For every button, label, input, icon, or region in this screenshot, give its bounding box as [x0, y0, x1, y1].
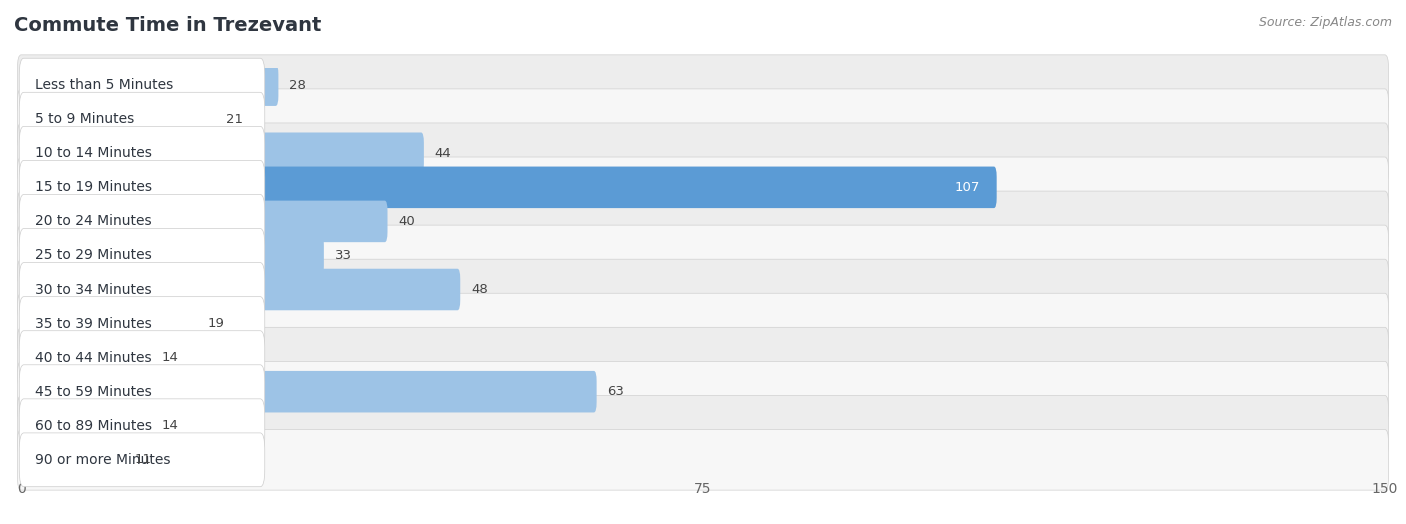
FancyBboxPatch shape	[20, 228, 264, 282]
Text: 40 to 44 Minutes: 40 to 44 Minutes	[35, 351, 152, 365]
Text: 45 to 59 Minutes: 45 to 59 Minutes	[35, 385, 152, 399]
FancyBboxPatch shape	[17, 157, 1389, 217]
FancyBboxPatch shape	[18, 405, 150, 446]
Text: Less than 5 Minutes: Less than 5 Minutes	[35, 78, 173, 92]
FancyBboxPatch shape	[20, 399, 264, 453]
FancyBboxPatch shape	[20, 126, 264, 180]
Text: 10 to 14 Minutes: 10 to 14 Minutes	[35, 146, 152, 160]
Text: 63: 63	[607, 385, 624, 398]
Text: 40: 40	[398, 215, 415, 228]
FancyBboxPatch shape	[17, 225, 1389, 286]
FancyBboxPatch shape	[18, 303, 197, 344]
FancyBboxPatch shape	[18, 201, 388, 242]
Text: 19: 19	[208, 317, 225, 330]
FancyBboxPatch shape	[18, 167, 997, 208]
Text: 15 to 19 Minutes: 15 to 19 Minutes	[35, 180, 152, 194]
Text: 21: 21	[226, 113, 243, 126]
Text: Source: ZipAtlas.com: Source: ZipAtlas.com	[1258, 16, 1392, 29]
FancyBboxPatch shape	[17, 123, 1389, 183]
FancyBboxPatch shape	[17, 259, 1389, 320]
Text: Commute Time in Trezevant: Commute Time in Trezevant	[14, 16, 322, 35]
Text: 107: 107	[955, 181, 980, 194]
Text: 28: 28	[290, 79, 307, 92]
FancyBboxPatch shape	[18, 235, 323, 276]
FancyBboxPatch shape	[20, 160, 264, 214]
Text: 44: 44	[434, 147, 451, 160]
FancyBboxPatch shape	[20, 365, 264, 419]
Text: 14: 14	[162, 419, 179, 432]
Text: 60 to 89 Minutes: 60 to 89 Minutes	[35, 419, 152, 433]
FancyBboxPatch shape	[20, 331, 264, 385]
FancyBboxPatch shape	[17, 396, 1389, 456]
Text: 33: 33	[335, 249, 352, 262]
FancyBboxPatch shape	[20, 433, 264, 487]
FancyBboxPatch shape	[17, 430, 1389, 490]
FancyBboxPatch shape	[17, 293, 1389, 354]
FancyBboxPatch shape	[17, 89, 1389, 149]
FancyBboxPatch shape	[17, 328, 1389, 388]
FancyBboxPatch shape	[20, 92, 264, 146]
FancyBboxPatch shape	[18, 337, 150, 378]
Text: 90 or more Minutes: 90 or more Minutes	[35, 453, 170, 467]
FancyBboxPatch shape	[17, 191, 1389, 252]
FancyBboxPatch shape	[17, 55, 1389, 115]
FancyBboxPatch shape	[18, 64, 278, 106]
FancyBboxPatch shape	[20, 194, 264, 248]
Text: 30 to 34 Minutes: 30 to 34 Minutes	[35, 282, 152, 297]
FancyBboxPatch shape	[18, 99, 215, 140]
FancyBboxPatch shape	[18, 133, 423, 174]
FancyBboxPatch shape	[20, 297, 264, 351]
FancyBboxPatch shape	[17, 362, 1389, 422]
Text: 48: 48	[471, 283, 488, 296]
Text: 20 to 24 Minutes: 20 to 24 Minutes	[35, 214, 152, 228]
Text: 5 to 9 Minutes: 5 to 9 Minutes	[35, 112, 134, 126]
FancyBboxPatch shape	[18, 371, 596, 412]
Text: 25 to 29 Minutes: 25 to 29 Minutes	[35, 248, 152, 263]
Text: 35 to 39 Minutes: 35 to 39 Minutes	[35, 316, 152, 331]
Text: 14: 14	[162, 351, 179, 364]
FancyBboxPatch shape	[20, 263, 264, 316]
FancyBboxPatch shape	[20, 58, 264, 112]
FancyBboxPatch shape	[18, 439, 124, 481]
Text: 11: 11	[135, 453, 152, 466]
FancyBboxPatch shape	[18, 269, 460, 310]
